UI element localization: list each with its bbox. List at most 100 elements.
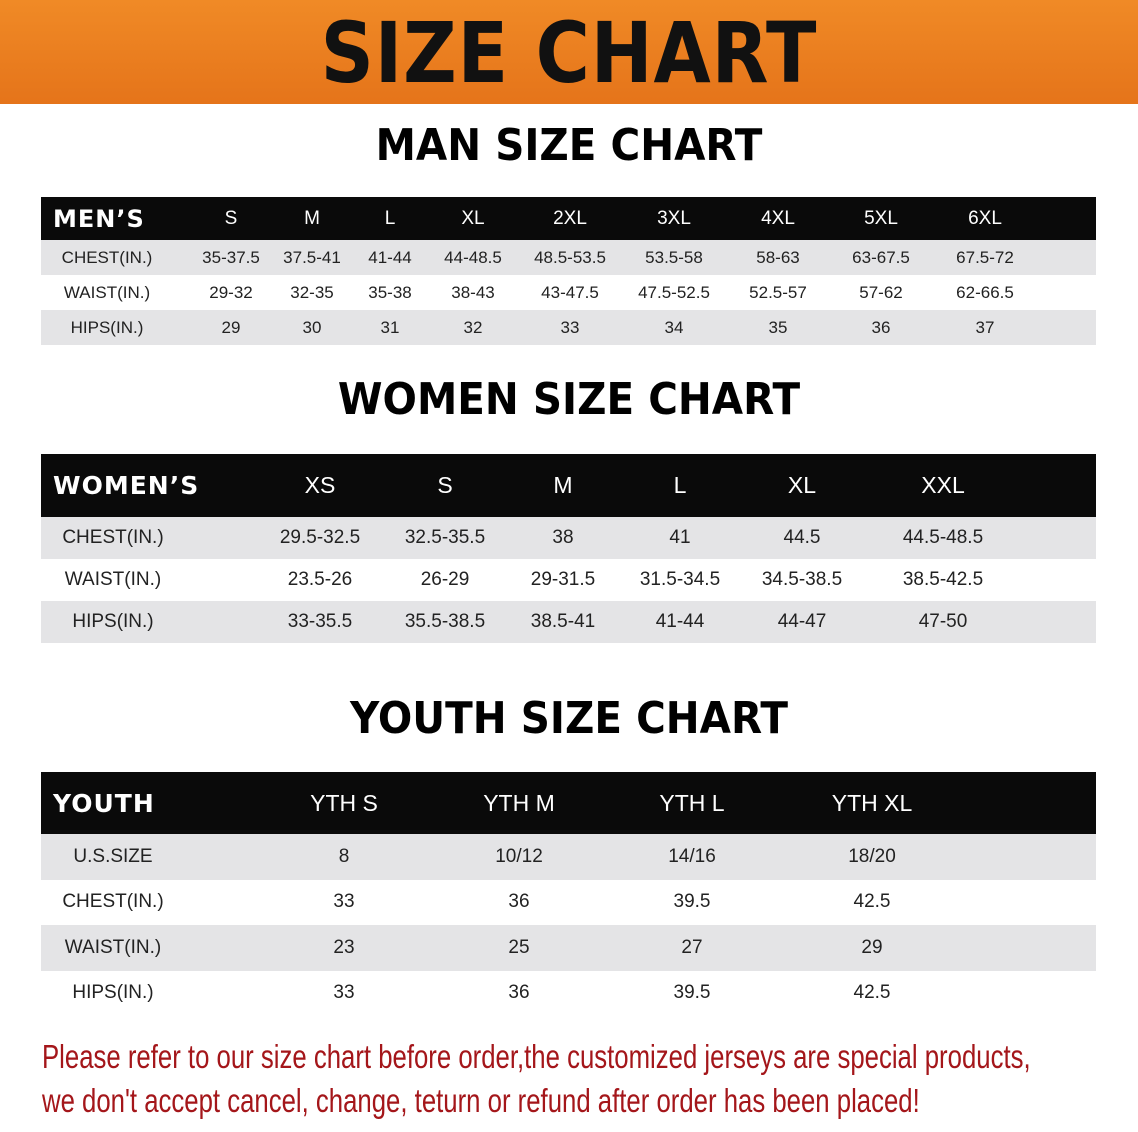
table-cell: 42.5	[853, 891, 891, 913]
table-cell: 33	[560, 317, 580, 337]
men-header-label: MEN’S	[53, 204, 145, 233]
table-cell: 18/20	[848, 845, 896, 867]
table-cell: 14/16	[668, 845, 716, 867]
column-header: YTH XL	[831, 789, 913, 816]
youth-size-table: YOUTH YTH S YTH M YTH L YTH XL U.S.SIZE 8 10/12…	[41, 772, 1096, 1016]
table-cell: 47.5-52.5	[638, 282, 710, 302]
row-label: CHEST(IN.)	[62, 891, 164, 913]
table-cell: 39.5	[673, 891, 711, 913]
table-cell: 34	[664, 317, 684, 337]
table-cell: 31	[380, 317, 400, 337]
column-header: 5XL	[864, 207, 898, 229]
column-header: S	[224, 207, 238, 229]
table-cell: 63-67.5	[852, 247, 910, 267]
table-cell: 44.5-48.5	[902, 527, 984, 548]
column-header: YTH S	[310, 789, 378, 816]
column-header: 3XL	[657, 207, 691, 229]
column-header: XXL	[921, 472, 965, 498]
table-row: CHEST(IN.) 33 36 39.5 42.5	[41, 879, 1096, 925]
table-row: CHEST(IN.) 35-37.5 37.5-41 41-44 44-48.5 48.5…	[41, 240, 1096, 275]
table-row: WAIST(IN.) 23.5-26 26-29 29-31.5 31.5-34.5 34…	[41, 559, 1096, 601]
table-cell: 33	[333, 982, 355, 1004]
table-cell: 30	[302, 317, 322, 337]
notice-line-1: Please refer to our size chart before or…	[42, 1038, 1031, 1075]
table-cell: 39.5	[673, 982, 711, 1004]
table-cell: 38.5-41	[530, 611, 596, 632]
column-header: YTH L	[659, 789, 725, 816]
column-header: XL	[461, 207, 485, 229]
row-label: HIPS(IN.)	[70, 317, 144, 337]
table-cell: 37	[975, 317, 995, 337]
table-cell: 33-35.5	[287, 611, 353, 632]
youth-header-label: YOUTH	[53, 788, 155, 818]
table-cell: 41	[669, 527, 691, 548]
notice-line-2: we don't accept cancel, change, teturn o…	[42, 1082, 920, 1119]
table-cell: 43-47.5	[541, 282, 599, 302]
table-cell: 25	[508, 936, 530, 958]
youth-section-title: YOUTH SIZE CHART	[350, 693, 788, 744]
row-label: CHEST(IN.)	[61, 247, 153, 267]
table-cell: 10/12	[495, 845, 543, 867]
table-row: CHEST(IN.) 29.5-32.5 32.5-35.5 38 41 44.5 44.5…	[41, 517, 1096, 559]
column-header: YTH M	[483, 789, 555, 816]
table-cell: 41-44	[655, 611, 705, 632]
table-cell: 29.5-32.5	[279, 527, 361, 548]
table-cell: 37.5-41	[283, 247, 341, 267]
table-cell: 48.5-53.5	[534, 247, 606, 267]
table-cell: 38	[552, 527, 574, 548]
banner: SIZE CHART	[0, 0, 1138, 104]
women-header-label: WOMEN’S	[53, 471, 200, 500]
table-cell: 35-38	[368, 282, 412, 302]
table-cell: 32-35	[290, 282, 334, 302]
table-cell: 57-62	[859, 282, 903, 302]
table-cell: 35-37.5	[202, 247, 260, 267]
men-size-table: MEN’S S M L XL 2XL 3XL 4XL 5XL 6XL CHEST(IN.) 35-37…	[41, 197, 1096, 345]
table-cell: 32	[463, 317, 483, 337]
table-cell: 26-29	[420, 569, 470, 590]
table-cell: 23	[333, 936, 355, 958]
table-cell: 29	[861, 936, 883, 958]
table-cell: 33	[333, 891, 355, 913]
column-header: L	[384, 207, 396, 229]
column-header: M	[553, 472, 573, 498]
table-cell: 44-47	[777, 611, 827, 632]
women-header-row: WOMEN’S XS S M L XL XXL	[41, 454, 1096, 517]
table-cell: 34.5-38.5	[761, 569, 843, 590]
table-cell: 44.5	[783, 527, 821, 548]
table-cell: 36	[508, 891, 530, 913]
column-header: XS	[304, 472, 336, 498]
youth-header-row: YOUTH YTH S YTH M YTH L YTH XL	[41, 772, 1096, 834]
column-header: S	[437, 472, 453, 498]
women-size-table: WOMEN’S XS S M L XL XXL CHEST(IN.) 29.5-32.5 32.5…	[41, 454, 1096, 643]
table-cell: 8	[338, 845, 350, 867]
table-row: HIPS(IN.) 33-35.5 35.5-38.5 38.5-41 41-44 44-…	[41, 601, 1096, 643]
table-cell: 67.5-72	[956, 247, 1014, 267]
row-label: HIPS(IN.)	[72, 982, 154, 1004]
table-cell: 29-31.5	[530, 569, 596, 590]
row-label: HIPS(IN.)	[72, 611, 154, 632]
table-cell: 36	[871, 317, 891, 337]
row-label: U.S.SIZE	[73, 845, 153, 867]
table-row: HIPS(IN.) 33 36 39.5 42.5	[41, 970, 1096, 1016]
column-header: XL	[787, 472, 817, 498]
table-cell: 27	[681, 936, 703, 958]
table-cell: 53.5-58	[645, 247, 703, 267]
column-header: 6XL	[968, 207, 1002, 229]
table-cell: 41-44	[368, 247, 412, 267]
table-cell: 52.5-57	[749, 282, 807, 302]
table-cell: 62-66.5	[956, 282, 1014, 302]
men-header-row: MEN’S S M L XL 2XL 3XL 4XL 5XL 6XL	[41, 197, 1096, 240]
row-label: CHEST(IN.)	[62, 527, 164, 548]
table-cell: 32.5-35.5	[404, 527, 486, 548]
row-label: WAIST(IN.)	[64, 569, 162, 590]
table-cell: 58-63	[756, 247, 800, 267]
table-row: HIPS(IN.) 29 30 31 32 33 34 35 36 37	[41, 310, 1096, 345]
table-cell: 38-43	[451, 282, 495, 302]
table-cell: 31.5-34.5	[639, 569, 721, 590]
row-label: WAIST(IN.)	[63, 282, 151, 302]
column-header: 2XL	[553, 207, 587, 229]
table-cell: 29-32	[209, 282, 253, 302]
table-cell: 38.5-42.5	[902, 569, 984, 590]
row-label: WAIST(IN.)	[64, 936, 162, 958]
table-cell: 35	[768, 317, 788, 337]
